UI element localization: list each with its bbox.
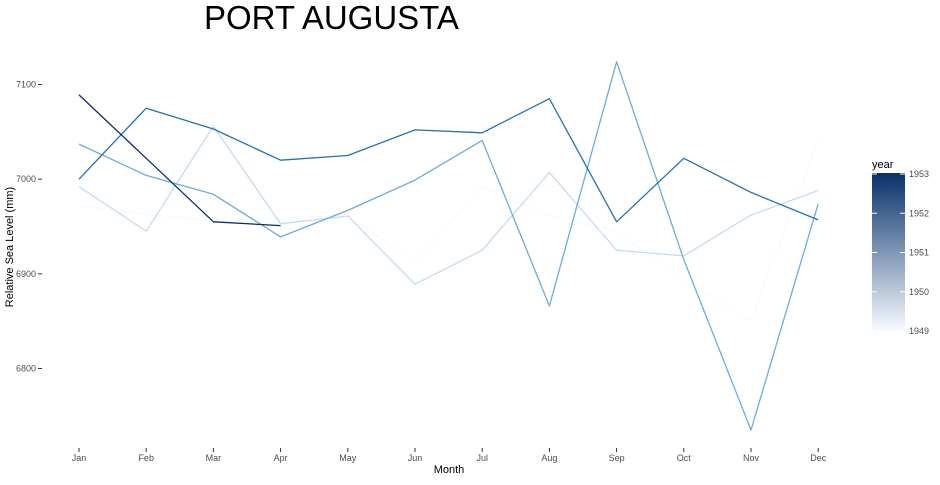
x-tick-label: Dec bbox=[810, 453, 827, 463]
series-line-1952 bbox=[78, 98, 819, 223]
x-axis-label: Month bbox=[434, 464, 465, 476]
x-tick-label: May bbox=[339, 453, 357, 463]
series-line-1950 bbox=[78, 125, 819, 285]
x-tick-label: Oct bbox=[677, 453, 692, 463]
y-tick-label: 6900 bbox=[16, 269, 36, 279]
y-tick-label: 7100 bbox=[16, 80, 36, 90]
legend-ticks: 1949 1950 1951 1952 1953 bbox=[872, 169, 929, 336]
legend-tick-label: 1952 bbox=[909, 208, 929, 218]
x-tick-label: Jan bbox=[72, 453, 87, 463]
x-tick-label: Aug bbox=[541, 453, 557, 463]
x-tick-label: Nov bbox=[743, 453, 760, 463]
legend-title: year bbox=[872, 159, 894, 171]
y-tick-label: 7000 bbox=[16, 174, 36, 184]
y-axis: 6800 6900 7000 7100 bbox=[16, 80, 42, 374]
legend-colorbar bbox=[872, 173, 905, 331]
chart-title: PORT AUGUSTA bbox=[204, 0, 459, 36]
legend-tick-label: 1949 bbox=[909, 326, 929, 336]
legend-tick-label: 1950 bbox=[909, 287, 929, 297]
y-axis-label: Relative Sea Level (mm) bbox=[4, 187, 16, 307]
legend-tick-label: 1951 bbox=[909, 248, 929, 258]
series-line-1949 bbox=[78, 139, 819, 320]
series-layer bbox=[78, 61, 819, 431]
legend-tick-label: 1953 bbox=[909, 169, 929, 179]
x-tick-label: Apr bbox=[274, 453, 288, 463]
x-tick-label: Jul bbox=[476, 453, 488, 463]
legend: year 1949 1950 1951 1952 1953 bbox=[872, 159, 929, 336]
y-tick-label: 6800 bbox=[16, 364, 36, 374]
x-tick-label: Sep bbox=[609, 453, 625, 463]
x-tick-label: Mar bbox=[206, 453, 222, 463]
series-line-1951 bbox=[78, 61, 819, 431]
x-axis: Jan Feb Mar Apr May Jun Jul Aug Sep Oct Nov Dec bbox=[72, 448, 827, 463]
x-tick-label: Feb bbox=[138, 453, 154, 463]
x-tick-label: Jun bbox=[408, 453, 423, 463]
series-line-1953 bbox=[78, 94, 281, 227]
